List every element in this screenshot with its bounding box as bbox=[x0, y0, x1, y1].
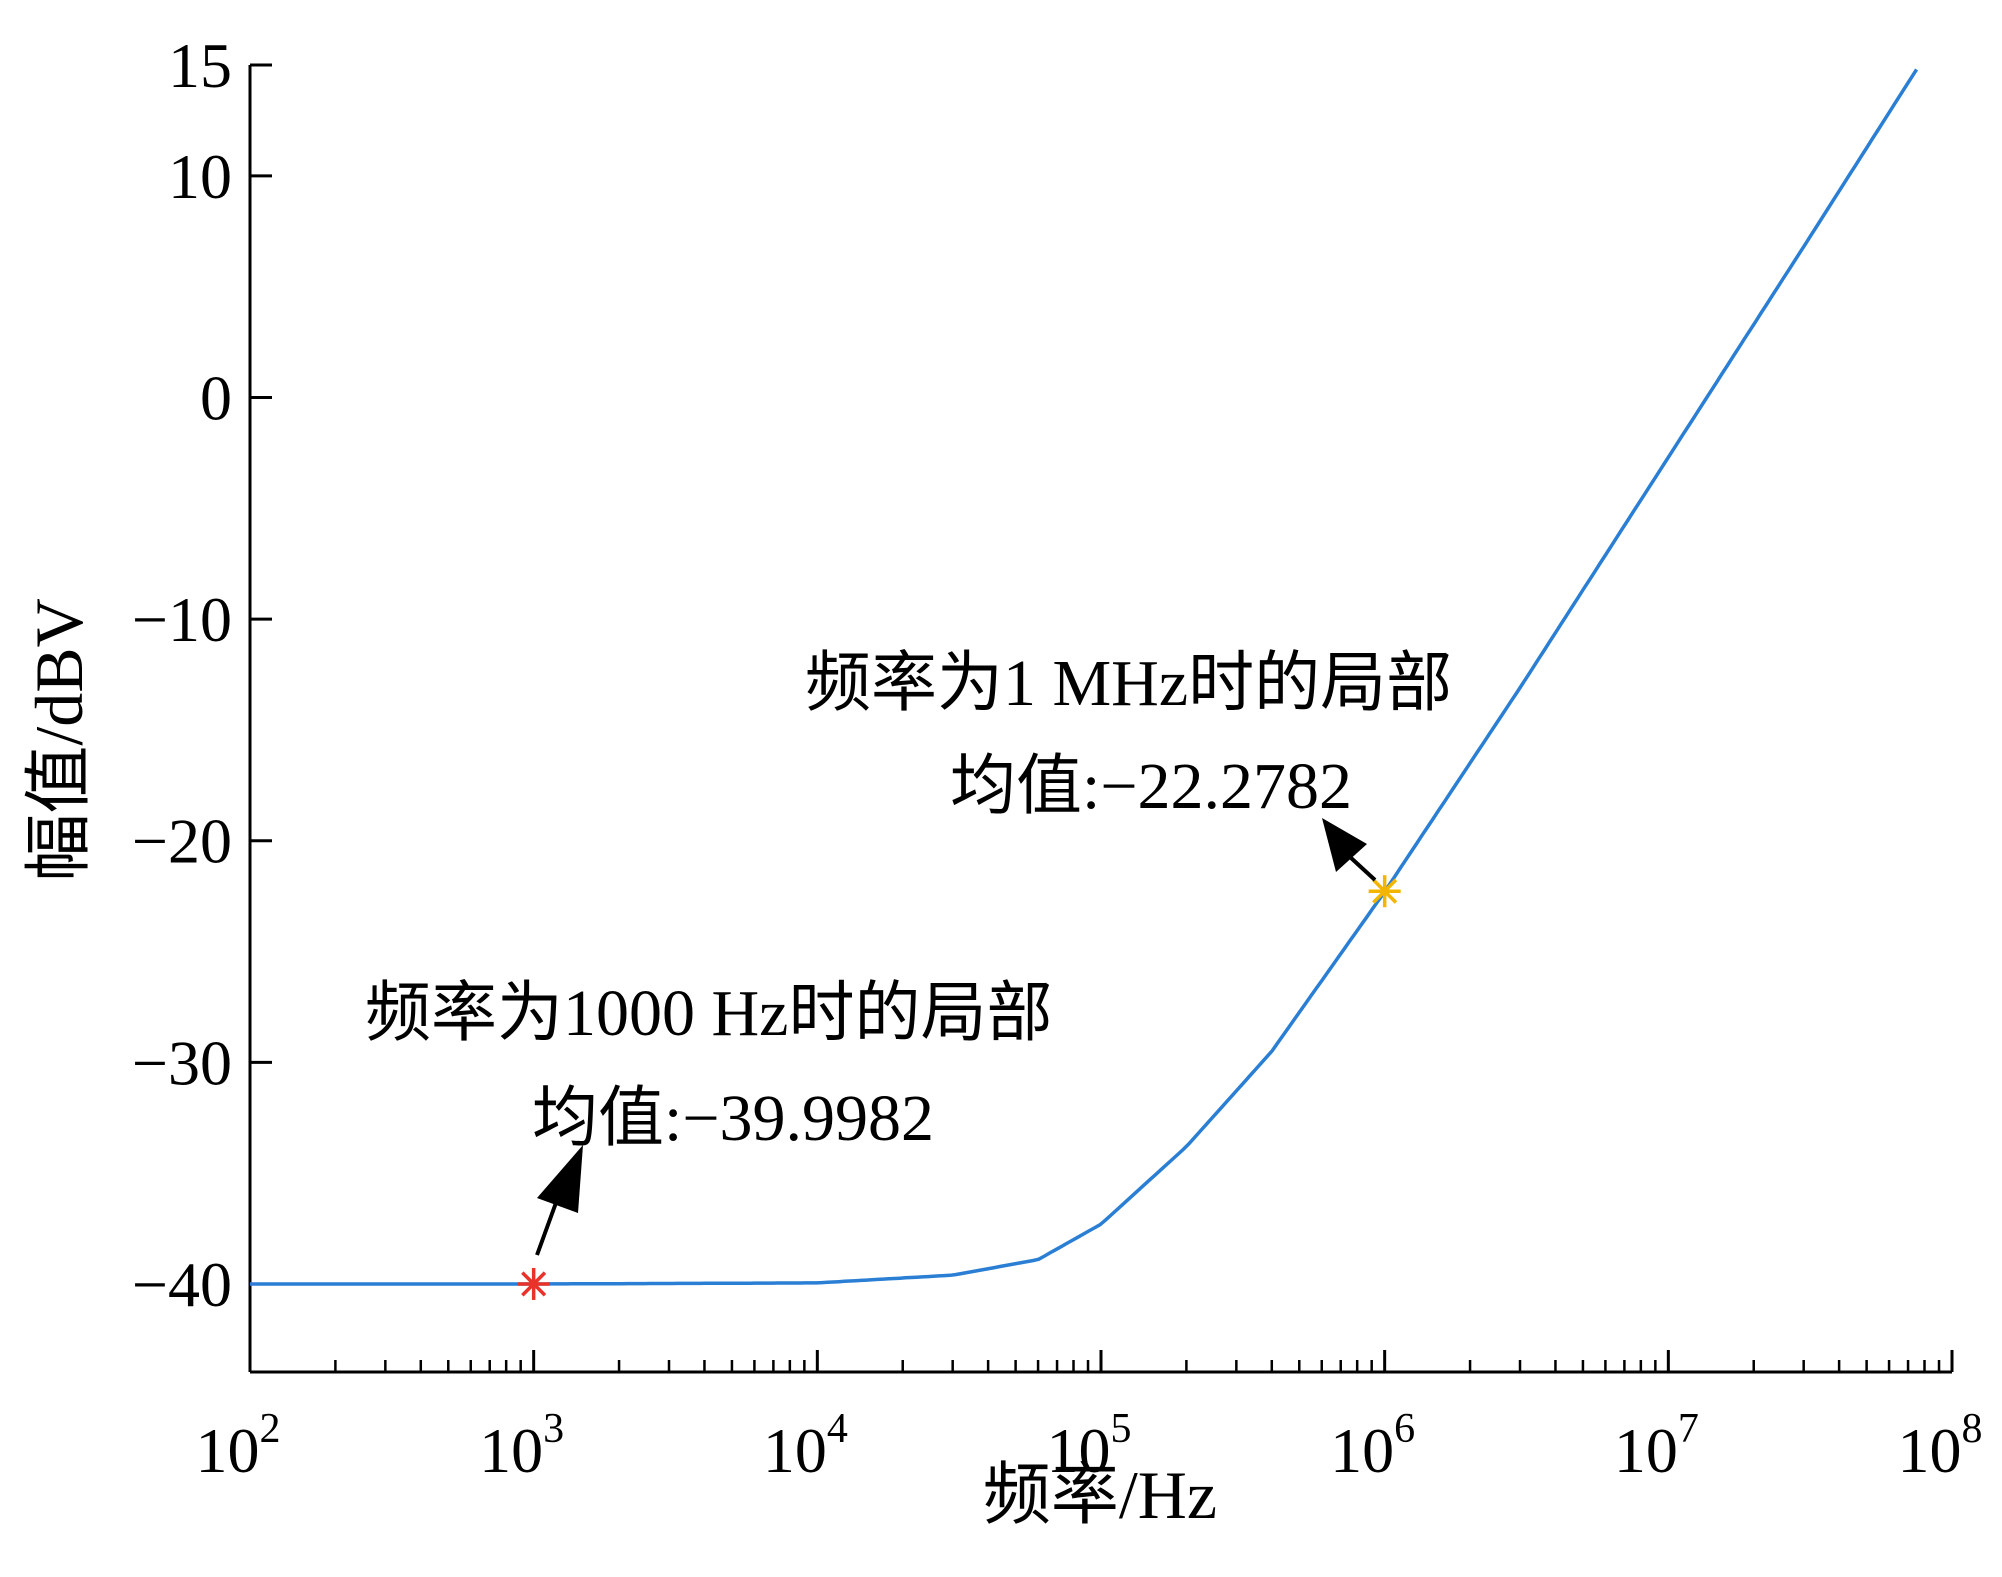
y-tick-label: −20 bbox=[132, 806, 232, 877]
data-marker-1 bbox=[517, 1267, 550, 1300]
annotation-arrow-2 bbox=[1322, 818, 1377, 882]
x-tick-label: 106 bbox=[1330, 1406, 1415, 1486]
annotation-2-line2: 均值:−22.2782 bbox=[950, 750, 1352, 823]
y-tick-label: 15 bbox=[168, 30, 232, 101]
annotation-arrow-1 bbox=[535, 1145, 583, 1256]
y-tick-label: 10 bbox=[168, 141, 232, 212]
data-marker-2 bbox=[1368, 875, 1401, 908]
annotation-2-line1: 频率为1 MHz时的局部 bbox=[805, 647, 1452, 720]
x-tick-label: 108 bbox=[1898, 1406, 1983, 1486]
x-tick-label: 103 bbox=[479, 1406, 564, 1486]
annotation-1-line2: 均值:−39.9982 bbox=[532, 1082, 934, 1155]
y-tick-label: −30 bbox=[132, 1027, 232, 1098]
y-tick-label: −40 bbox=[132, 1249, 232, 1320]
x-tick-label: 105 bbox=[1047, 1406, 1132, 1486]
x-tick-label: 107 bbox=[1614, 1406, 1699, 1486]
x-axis-title: 频率/Hz bbox=[983, 1457, 1217, 1533]
annotation-1-line1: 频率为1000 Hz时的局部 bbox=[365, 977, 1052, 1050]
y-axis-title: 幅值/dBV bbox=[21, 598, 97, 881]
x-tick-label: 104 bbox=[763, 1406, 848, 1486]
x-tick-label: 102 bbox=[196, 1406, 281, 1486]
y-tick-label: 0 bbox=[200, 362, 232, 433]
y-tick-label: −10 bbox=[132, 584, 232, 655]
